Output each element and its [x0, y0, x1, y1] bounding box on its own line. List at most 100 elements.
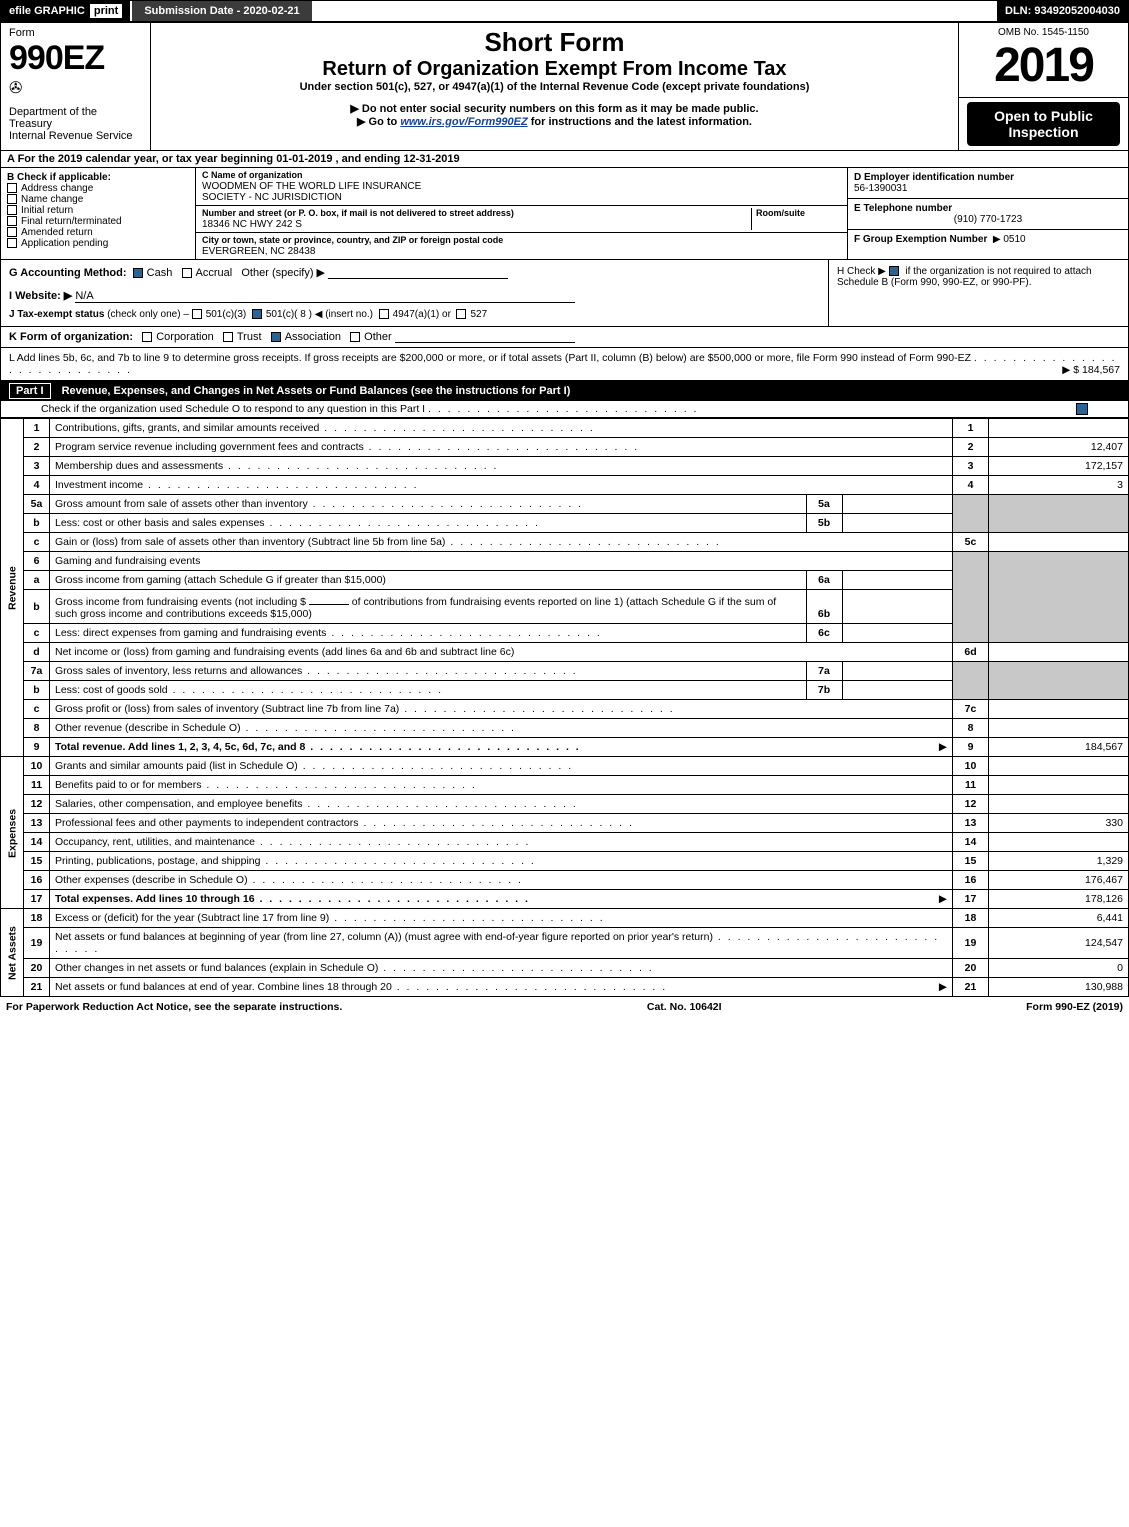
c-name-label: C Name of organization: [202, 170, 303, 180]
line-17: 17 Total expenses. Add lines 10 through …: [1, 890, 1129, 909]
h-text1: H Check ▶: [837, 266, 886, 277]
line-7a-miniamt: [842, 662, 952, 680]
ck-address-change[interactable]: Address change: [7, 183, 189, 194]
line-5a-miniamt: [842, 495, 952, 513]
line-6c-miniamt: [842, 624, 952, 642]
line-8-desc: Other revenue (describe in Schedule O): [55, 722, 516, 734]
ck-h[interactable]: [889, 266, 899, 276]
line-9: 9 Total revenue. Add lines 1, 2, 3, 4, 5…: [1, 738, 1129, 757]
line-5b-miniamt: [842, 514, 952, 532]
line-15: 15 Printing, publications, postage, and …: [1, 852, 1129, 871]
ck-trust[interactable]: [223, 332, 233, 342]
ck-4947[interactable]: [379, 309, 389, 319]
f-value: ▶ 0510: [993, 234, 1026, 245]
k-other-input[interactable]: [395, 331, 575, 343]
part1-title: Revenue, Expenses, and Changes in Net As…: [62, 385, 571, 397]
tax-year: 2019: [967, 38, 1120, 93]
line-3-amt: 172,157: [989, 457, 1129, 476]
line-3-desc: Membership dues and assessments: [55, 460, 498, 472]
line-6a-miniamt: [842, 571, 952, 589]
line-6-num: 6: [24, 552, 50, 571]
line-9-num: 9: [24, 738, 50, 757]
line-5b-num: b: [24, 514, 50, 533]
street-label: Number and street (or P. O. box, if mail…: [202, 208, 514, 218]
ck-accrual[interactable]: [182, 268, 192, 278]
efile-graphic: efile GRAPHIC print: [1, 1, 130, 21]
line-5ab-shade-amt: [989, 495, 1129, 533]
line-17-num: 17: [24, 890, 50, 909]
submission-date: Submission Date - 2020-02-21: [130, 1, 311, 21]
line-11-num: 11: [24, 776, 50, 795]
section-a-period: A For the 2019 calendar year, or tax yea…: [0, 151, 1129, 168]
ck-assoc[interactable]: [271, 332, 281, 342]
ck-amended-return[interactable]: Amended return: [7, 227, 189, 238]
ck-name-change[interactable]: Name change: [7, 194, 189, 205]
line-19-num: 19: [24, 928, 50, 959]
line-6d-desc: Net income or (loss) from gaming and fun…: [50, 643, 953, 662]
line-17-arrow-icon: ▶: [939, 893, 947, 905]
ck-name-change-label: Name change: [21, 194, 83, 205]
print-button[interactable]: print: [90, 4, 122, 18]
line-7b-miniamt: [842, 681, 952, 699]
line-3: 3 Membership dues and assessments 3 172,…: [1, 457, 1129, 476]
line-5c-amt: [989, 533, 1129, 552]
box-de: D Employer identification number 56-1390…: [848, 168, 1128, 259]
part1-sub-dots: [428, 403, 698, 415]
ck-cash[interactable]: [133, 268, 143, 278]
ck-address-change-label: Address change: [21, 183, 93, 194]
g-row: G Accounting Method: Cash Accrual Other …: [9, 266, 820, 279]
ck-501c3[interactable]: [192, 309, 202, 319]
org-name-1: WOODMEN OF THE WORLD LIFE INSURANCE: [202, 181, 421, 192]
line-10-num: 10: [24, 757, 50, 776]
ck-4947-label: 4947(a)(1) or: [393, 309, 451, 320]
line-1-desc: Contributions, gifts, grants, and simila…: [55, 422, 595, 434]
line-13-amt: 330: [989, 814, 1129, 833]
ck-corp[interactable]: [142, 332, 152, 342]
line-13-num: 13: [24, 814, 50, 833]
line-9-amt: 184,567: [989, 738, 1129, 757]
line-6abc-shade-box: [953, 552, 989, 643]
line-6b-blank[interactable]: [309, 593, 349, 605]
irs-link[interactable]: www.irs.gov/Form990EZ: [400, 116, 527, 128]
footer-mid: Cat. No. 10642I: [647, 1001, 722, 1013]
h-box: H Check ▶ if the organization is not req…: [828, 260, 1128, 326]
ck-501c3-label: 501(c)(3): [206, 309, 247, 320]
line-3-num: 3: [24, 457, 50, 476]
line-7b-desc: Less: cost of goods sold: [55, 684, 443, 696]
ck-527[interactable]: [456, 309, 466, 319]
ck-527-label: 527: [470, 309, 487, 320]
line-10-desc: Grants and similar amounts paid (list in…: [55, 760, 573, 772]
ck-final-return[interactable]: Final return/terminated: [7, 216, 189, 227]
box-c: C Name of organization WOODMEN OF THE WO…: [196, 168, 848, 259]
line-17-desc: Total expenses. Add lines 10 through 16: [55, 893, 530, 905]
line-7a-num: 7a: [24, 662, 50, 681]
box-b: B Check if applicable: Address change Na…: [1, 168, 196, 259]
line-1: Revenue 1 Contributions, gifts, grants, …: [1, 419, 1129, 438]
ck-schedule-o[interactable]: [1076, 403, 1088, 415]
line-2-amt: 12,407: [989, 438, 1129, 457]
line-8-num: 8: [24, 719, 50, 738]
line-5ab-shade-box: [953, 495, 989, 533]
line-2-box: 2: [953, 438, 989, 457]
ck-initial-return[interactable]: Initial return: [7, 205, 189, 216]
line-19-box: 19: [953, 928, 989, 959]
line-6-desc: Gaming and fundraising events: [50, 552, 953, 571]
part1-sub: Check if the organization used Schedule …: [41, 403, 425, 415]
line-12-desc: Salaries, other compensation, and employ…: [55, 798, 578, 810]
line-4: 4 Investment income 4 3: [1, 476, 1129, 495]
line-21-desc: Net assets or fund balances at end of ye…: [55, 981, 667, 993]
line-7a: 7a Gross sales of inventory, less return…: [1, 662, 1129, 681]
line-6c-mini: 6c: [806, 624, 842, 642]
line-11-desc: Benefits paid to or for members: [55, 779, 477, 791]
form-word: Form: [9, 27, 142, 39]
line-5b-desc: Less: cost or other basis and sales expe…: [55, 517, 540, 529]
line-11-box: 11: [953, 776, 989, 795]
ck-501c[interactable]: [252, 309, 262, 319]
ck-application-pending[interactable]: Application pending: [7, 238, 189, 249]
line-15-desc: Printing, publications, postage, and shi…: [55, 855, 536, 867]
ck-other-org[interactable]: [350, 332, 360, 342]
box-b-header: B Check if applicable:: [7, 172, 189, 183]
info-grid: B Check if applicable: Address change Na…: [0, 168, 1129, 260]
line-15-amt: 1,329: [989, 852, 1129, 871]
g-other-input[interactable]: [328, 267, 508, 279]
